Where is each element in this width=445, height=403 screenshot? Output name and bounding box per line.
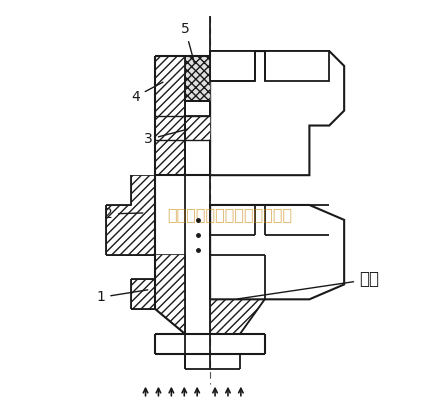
- Text: 4: 4: [131, 82, 163, 104]
- Text: 3: 3: [144, 129, 187, 146]
- Text: 2: 2: [105, 207, 143, 221]
- Polygon shape: [185, 56, 210, 101]
- Text: 阀芯: 阀芯: [238, 270, 379, 299]
- Polygon shape: [210, 51, 255, 81]
- Text: 1: 1: [97, 290, 148, 304]
- Polygon shape: [185, 116, 210, 140]
- Polygon shape: [155, 255, 185, 334]
- Polygon shape: [106, 175, 155, 255]
- Polygon shape: [210, 205, 344, 299]
- Polygon shape: [210, 51, 344, 175]
- Text: 5: 5: [181, 22, 194, 63]
- Polygon shape: [210, 255, 265, 334]
- Polygon shape: [265, 51, 329, 81]
- Polygon shape: [155, 56, 185, 175]
- Polygon shape: [131, 279, 155, 309]
- Text: 东莞市马赫机械设备有限公司: 东莞市马赫机械设备有限公司: [167, 208, 292, 222]
